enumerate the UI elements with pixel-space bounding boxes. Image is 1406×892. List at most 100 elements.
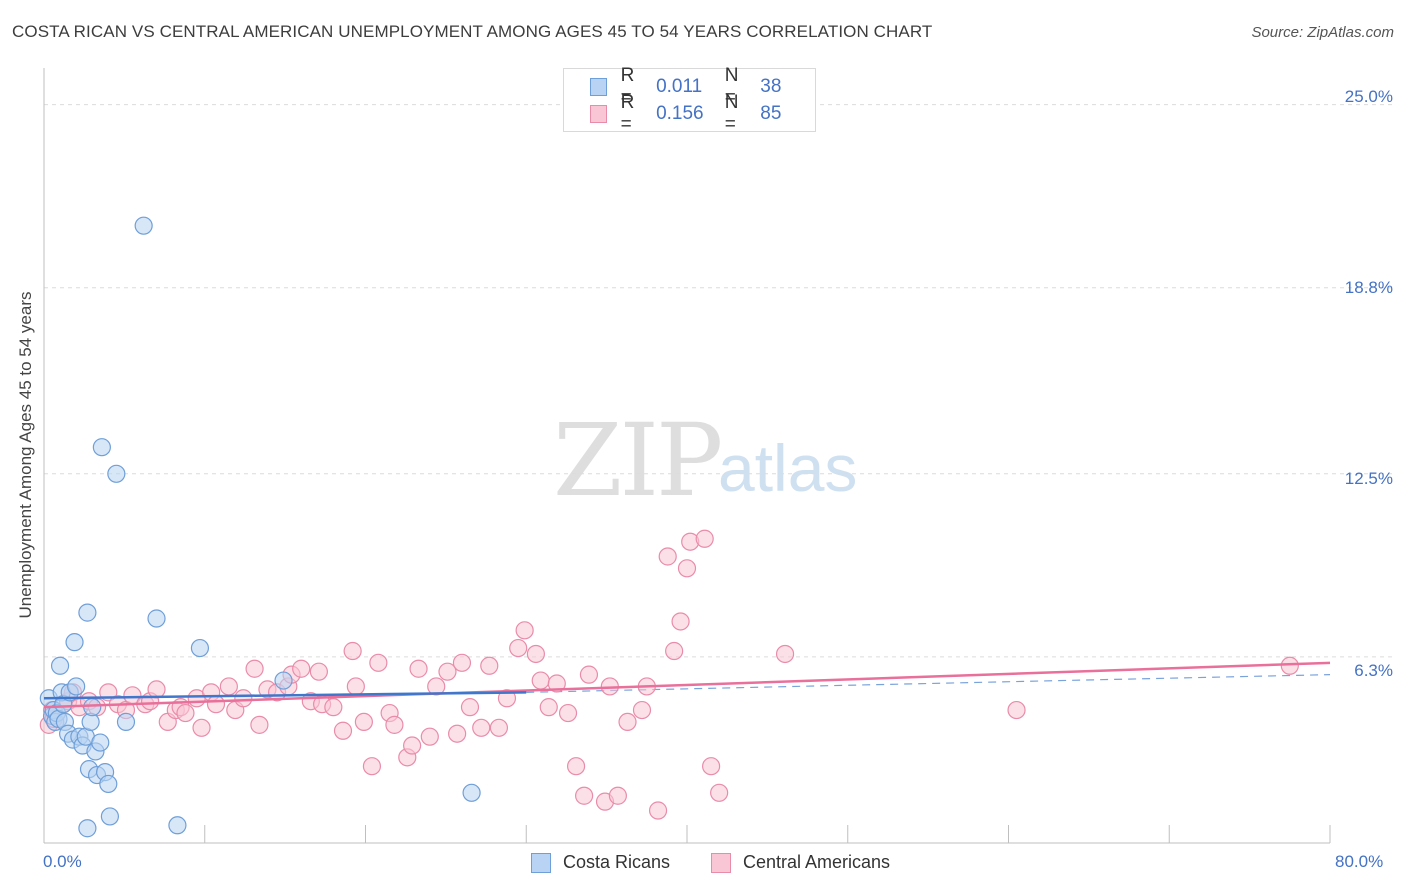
n-value: 85	[760, 103, 782, 124]
costa-rican-point	[100, 807, 120, 826]
watermark-atlas: atlas	[718, 431, 858, 505]
central-american-point	[480, 656, 499, 675]
costa-rican-point	[190, 638, 210, 658]
central-american-point	[1007, 700, 1026, 720]
costa-rican-trend-line	[43, 691, 527, 700]
blue-swatch	[531, 852, 551, 873]
central-american-point	[250, 715, 269, 734]
central-american-point	[147, 680, 166, 699]
pink-swatch	[590, 105, 607, 123]
costa-rican-point	[50, 656, 70, 675]
y-axis-label: Unemployment Among Ages 45 to 54 years	[16, 291, 35, 619]
n-label: N =	[724, 92, 739, 135]
central-american-point	[324, 698, 343, 717]
central-american-point	[354, 712, 373, 731]
central-american-point	[362, 757, 382, 776]
central-american-point	[176, 703, 195, 723]
central-american-trend-line	[43, 661, 1331, 709]
central-american-point	[420, 727, 439, 746]
central-american-point	[566, 757, 586, 776]
costa-rican-point	[168, 816, 187, 835]
central-american-point	[489, 718, 509, 737]
costa-rican-point	[134, 216, 153, 235]
central-american-point	[702, 757, 721, 776]
dashed-trend-line	[526, 674, 1331, 693]
central-american-point	[427, 677, 446, 696]
central-american-point	[448, 724, 467, 743]
costa-rican-point	[107, 464, 126, 483]
r-label: R =	[620, 65, 635, 108]
y-tick-label: 12.5%	[1344, 469, 1393, 488]
legend-label: Central Americans	[743, 852, 891, 872]
central-american-point	[385, 715, 404, 734]
central-american-point	[333, 721, 353, 740]
watermark-zip: ZIP	[553, 402, 723, 519]
central-american-point	[575, 786, 594, 805]
central-american-point	[452, 653, 472, 672]
costa-rican-point	[91, 733, 110, 752]
central-american-point	[632, 700, 652, 720]
legend-row-central-americans: R = 0.156 N = 85	[590, 92, 815, 135]
r-label: R =	[620, 92, 635, 135]
legend-label: Costa Ricans	[563, 852, 671, 872]
central-american-point	[192, 718, 211, 737]
central-american-point	[497, 689, 517, 708]
costa-rican-point	[116, 712, 136, 731]
costa-rican-point	[274, 671, 293, 690]
central-american-point	[531, 671, 550, 690]
central-american-point	[665, 641, 684, 661]
central-american-point	[775, 644, 795, 664]
legend-item-central-americans: Central Americans	[711, 852, 890, 873]
central-american-point	[460, 698, 480, 717]
central-american-point	[1280, 656, 1299, 675]
central-american-point	[671, 612, 690, 631]
central-american-point	[526, 644, 545, 664]
central-american-point	[409, 659, 428, 678]
correlation-legend: R = 0.011 N = 38 R = 0.156 N = 85	[563, 65, 816, 135]
n-value: 38	[760, 76, 782, 97]
costa-rican-point	[147, 609, 166, 628]
central-american-point	[695, 529, 714, 548]
central-american-point	[438, 662, 457, 681]
central-american-point	[710, 783, 729, 802]
y-tick-label: 25.0%	[1344, 87, 1393, 106]
blue-swatch	[590, 78, 607, 96]
x-tick-label: 0.0%	[43, 852, 82, 871]
central-american-point	[403, 736, 422, 755]
pink-swatch	[711, 852, 731, 873]
y-tick-label: 18.8%	[1344, 278, 1393, 297]
central-american-point	[309, 662, 328, 681]
costa-rican-point	[67, 677, 86, 696]
costa-rican-point	[78, 819, 97, 838]
costa-rican-point	[83, 698, 102, 717]
chart-title: COSTA RICAN VS CENTRAL AMERICAN UNEMPLOY…	[12, 22, 933, 41]
central-american-point	[509, 638, 528, 658]
central-american-point	[579, 665, 599, 684]
central-american-point	[346, 677, 365, 696]
central-american-point	[245, 659, 264, 678]
central-american-point	[515, 621, 534, 640]
central-american-point	[608, 786, 627, 805]
costa-rican-point	[92, 438, 111, 457]
x-tick-label: 80.0%	[1335, 852, 1384, 871]
source-label: Source: ZipAtlas.com	[1251, 24, 1394, 41]
central-american-point	[234, 689, 253, 708]
central-american-point	[472, 718, 491, 737]
central-american-point	[658, 547, 677, 566]
y-tick-label: 6.3%	[1354, 661, 1393, 680]
central-american-point	[677, 559, 697, 578]
central-american-point	[547, 674, 566, 693]
central-american-point	[618, 712, 637, 731]
costa-rican-point	[462, 783, 481, 802]
costa-rican-point	[65, 633, 84, 652]
central-american-point	[539, 698, 558, 717]
costa-rican-point	[78, 603, 97, 622]
central-american-point	[369, 653, 388, 672]
central-american-point	[219, 677, 238, 696]
n-label: N =	[724, 65, 739, 108]
costa-rican-point	[99, 774, 118, 794]
legend-item-costa-ricans: Costa Ricans	[531, 852, 670, 873]
central-american-point	[206, 695, 226, 714]
central-american-point	[558, 703, 578, 723]
